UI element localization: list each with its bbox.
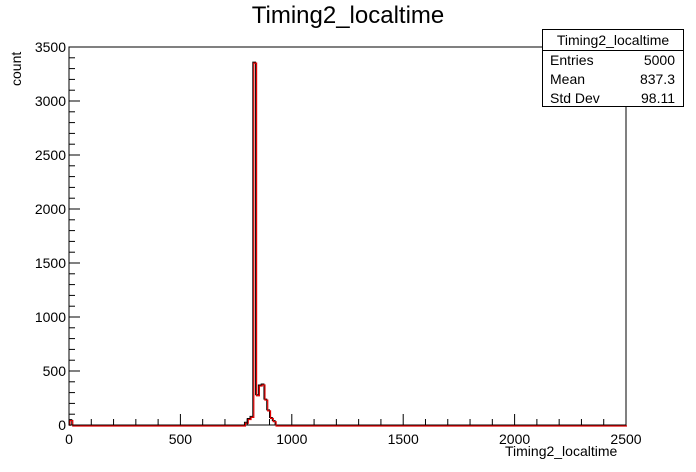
y-tick-label: 1500 <box>35 255 66 271</box>
stats-stddev-row: Std Dev 98.11 <box>543 89 683 108</box>
histogram-outline-red <box>69 62 627 427</box>
y-tick-label: 2500 <box>35 147 66 163</box>
histogram-bars <box>68 61 627 427</box>
x-tick-label: 1000 <box>276 431 307 447</box>
stats-stddev-value: 98.11 <box>641 90 675 106</box>
y-tick-label: 3500 <box>35 39 66 55</box>
y-tick-label: 500 <box>43 363 67 379</box>
x-tick-label: 0 <box>65 431 73 447</box>
histogram-bin-7 <box>262 385 263 425</box>
axis-ticks: 0 500 1000 1500 2000 2500 0 500 1000 1500 2000 2500… <box>35 39 642 447</box>
x-tick-label: 1500 <box>388 431 419 447</box>
stats-entries-label: Entries <box>550 52 594 68</box>
y-tick-label: 1000 <box>35 309 66 325</box>
stats-mean-value: 837.3 <box>639 71 675 87</box>
histogram-bin-10 <box>271 418 272 425</box>
chart-title: Timing2_localtime <box>251 2 445 29</box>
y-tick-label: 3000 <box>35 93 66 109</box>
stats-entries-value: 5000 <box>643 52 675 68</box>
stats-mean-row: Mean 837.3 <box>543 70 683 89</box>
stats-title: Timing2_localtime <box>543 30 683 51</box>
histogram-outline-black <box>68 61 626 426</box>
y-tick-label: 2000 <box>35 201 66 217</box>
stats-entries-row: Entries 5000 <box>543 51 683 70</box>
stats-stddev-label: Std Dev <box>550 90 600 106</box>
x-tick-label: 500 <box>169 431 193 447</box>
histogram-bin-5 <box>257 396 258 425</box>
x-axis-label: Timing2_localtime <box>505 443 618 459</box>
histogram-bin-8 <box>265 400 266 425</box>
y-axis-label: count <box>8 51 24 86</box>
stats-mean-label: Mean <box>550 71 586 87</box>
stats-box: Timing2_localtime Entries 5000 Mean 837.… <box>542 29 684 107</box>
x-tick-label: 2000 <box>499 431 530 447</box>
histogram-bin-9 <box>268 411 269 425</box>
y-tick-label: 0 <box>58 417 66 433</box>
x-tick-label: 2500 <box>610 431 641 447</box>
